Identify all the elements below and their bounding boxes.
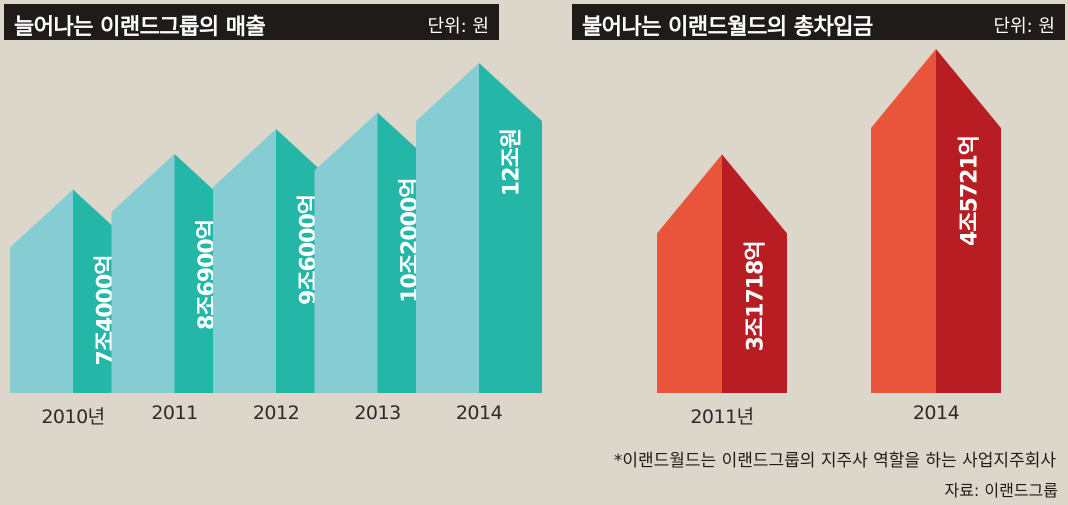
chart1-year-label-2: 2012 — [252, 402, 300, 424]
chart1-year-label-1: 2011 — [151, 402, 198, 424]
source: 자료: 이랜드그룹 — [944, 481, 1058, 500]
chart2-title: 불어나는 이랜드월드의 총차입금 — [582, 15, 873, 40]
chart2-header: 불어나는 이랜드월드의 총차입금 단위: 원 — [572, 4, 1065, 40]
chart2-bar-light-1 — [871, 49, 936, 393]
chart1-year-label-3: 2013 — [354, 402, 401, 424]
chart1-bar-light-2 — [213, 129, 276, 393]
chart2-bar-light-0 — [657, 154, 722, 393]
chart1-bar-light-4 — [416, 63, 479, 393]
chart2-data-label-1: 4조5721억 — [958, 136, 983, 246]
chart1-title: 늘어나는 이랜드그룹의 매출 — [14, 15, 266, 40]
chart1-bar-dark-4 — [479, 63, 542, 393]
chart2-year-label-1: 2014 — [912, 402, 960, 424]
chart1-unit: 단위: 원 — [427, 16, 489, 37]
chart1-bar-light-3 — [314, 112, 378, 393]
chart2-data-label-0: 3조1718억 — [744, 241, 769, 351]
chart1-header: 늘어나는 이랜드그룹의 매출 단위: 원 — [4, 4, 499, 40]
chart1-year-label-0: 2010년 — [41, 406, 105, 428]
chart2-bar-dark-1 — [936, 49, 1001, 393]
chart1-year-label-4: 2014 — [455, 402, 503, 424]
chart2-unit: 단위: 원 — [993, 16, 1055, 37]
chart2-year-label-0: 2011년 — [690, 406, 754, 428]
chart1-data-label-4: 12조원 — [500, 129, 525, 196]
chart1-bar-light-0 — [10, 189, 73, 393]
footnote: *이랜드월드는 이랜드그룹의 지주사 역할을 하는 사업지주회사 — [613, 451, 1056, 471]
chart2-bar-dark-0 — [722, 154, 787, 393]
chart1-bar-light-1 — [111, 154, 175, 393]
